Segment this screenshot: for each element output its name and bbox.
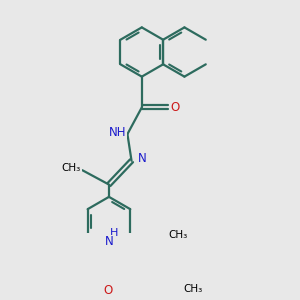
Text: H: H <box>110 228 118 238</box>
Text: CH₃: CH₃ <box>61 163 81 173</box>
Text: N: N <box>105 236 114 248</box>
Text: O: O <box>103 284 113 297</box>
Text: CH₃: CH₃ <box>184 284 203 294</box>
Text: O: O <box>170 101 179 114</box>
Text: N: N <box>137 152 146 165</box>
Text: CH₃: CH₃ <box>168 230 188 240</box>
Text: NH: NH <box>108 125 126 139</box>
